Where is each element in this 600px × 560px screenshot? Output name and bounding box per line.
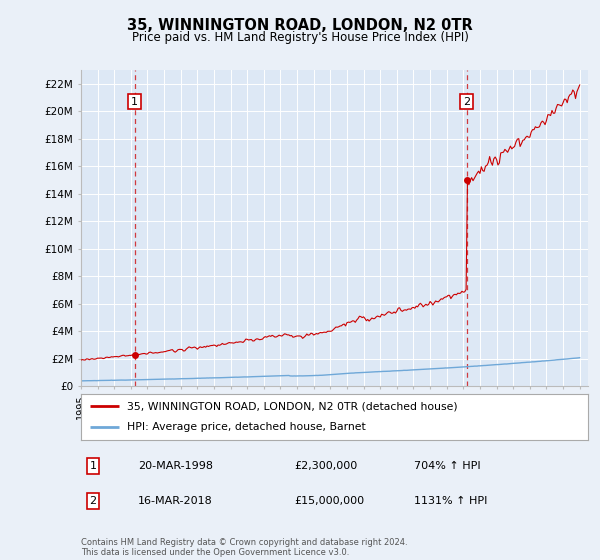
Text: £2,300,000: £2,300,000 [294, 461, 357, 471]
Text: Price paid vs. HM Land Registry's House Price Index (HPI): Price paid vs. HM Land Registry's House … [131, 31, 469, 44]
Text: £15,000,000: £15,000,000 [294, 496, 364, 506]
Text: 20-MAR-1998: 20-MAR-1998 [138, 461, 213, 471]
Text: HPI: Average price, detached house, Barnet: HPI: Average price, detached house, Barn… [127, 422, 365, 432]
Text: 35, WINNINGTON ROAD, LONDON, N2 0TR: 35, WINNINGTON ROAD, LONDON, N2 0TR [127, 18, 473, 34]
Text: 1131% ↑ HPI: 1131% ↑ HPI [414, 496, 487, 506]
Text: 16-MAR-2018: 16-MAR-2018 [138, 496, 213, 506]
Text: 704% ↑ HPI: 704% ↑ HPI [414, 461, 481, 471]
Text: 2: 2 [89, 496, 97, 506]
Text: 1: 1 [131, 97, 138, 106]
Text: 1: 1 [89, 461, 97, 471]
Text: Contains HM Land Registry data © Crown copyright and database right 2024.
This d: Contains HM Land Registry data © Crown c… [81, 538, 407, 557]
Text: 2: 2 [463, 97, 470, 106]
Text: 35, WINNINGTON ROAD, LONDON, N2 0TR (detached house): 35, WINNINGTON ROAD, LONDON, N2 0TR (det… [127, 401, 457, 411]
